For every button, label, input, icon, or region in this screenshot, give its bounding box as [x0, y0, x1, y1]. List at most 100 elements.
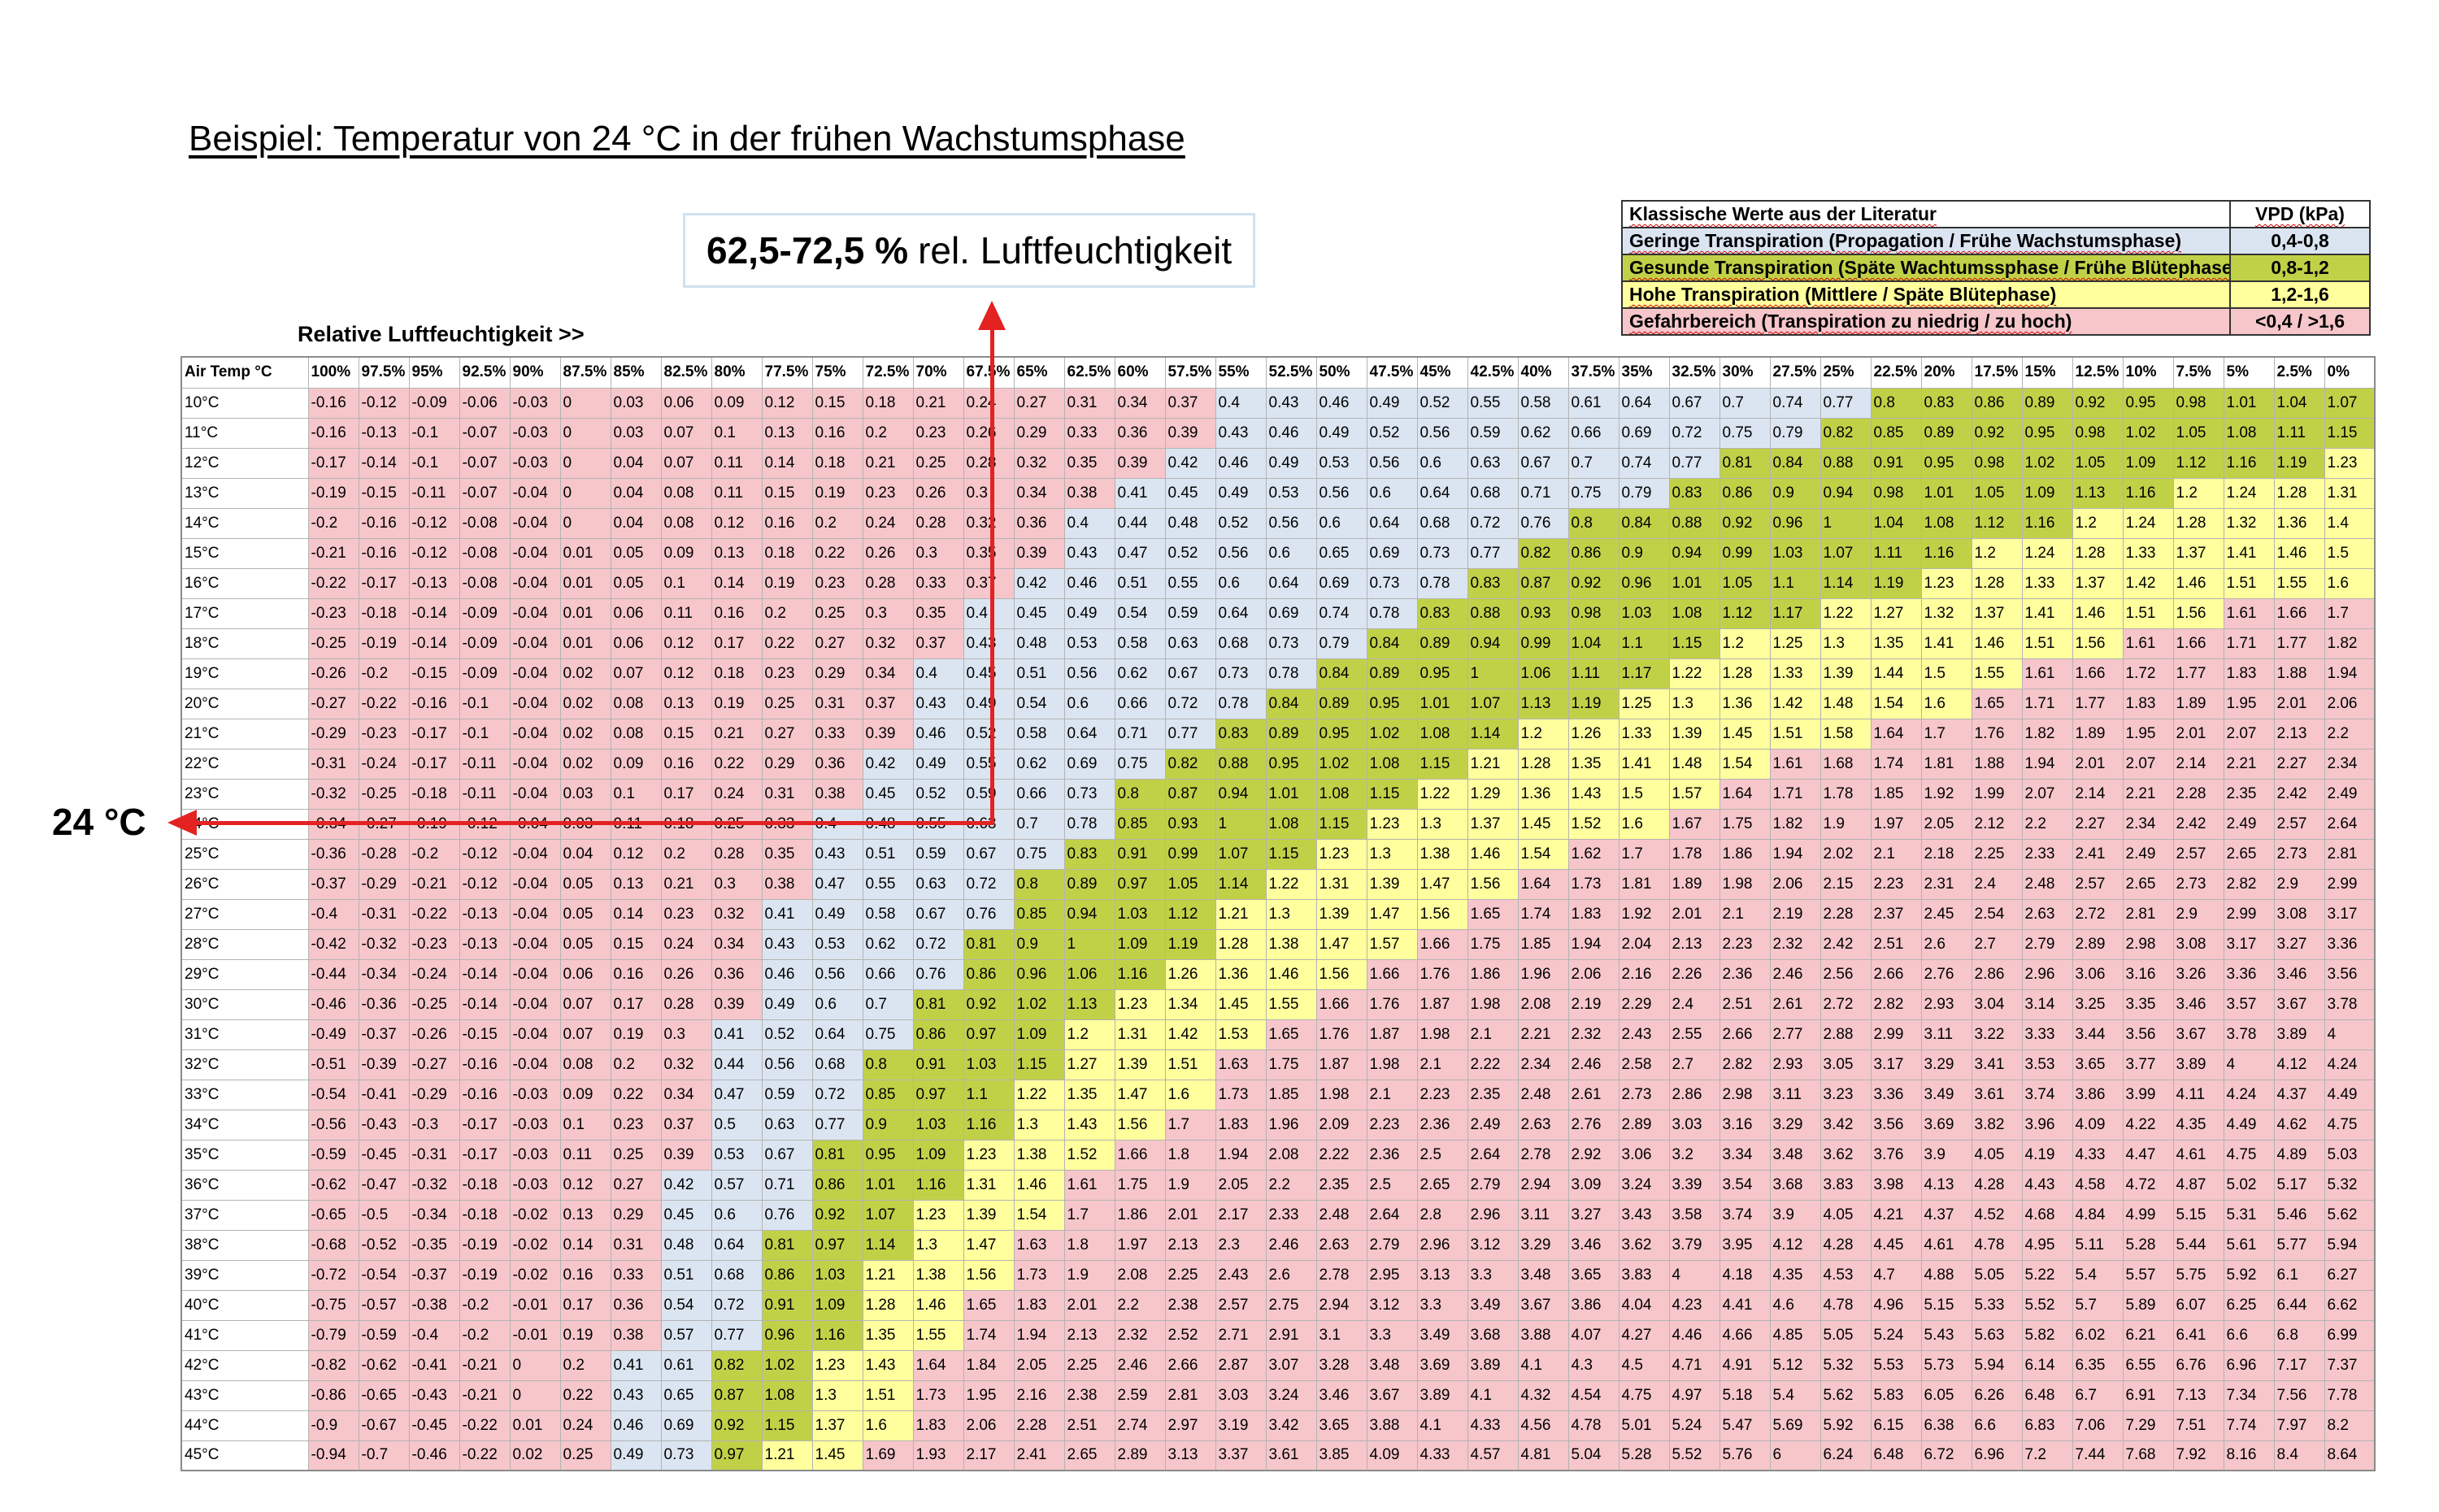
vpd-cell: 4.37: [2273, 1079, 2325, 1110]
vpd-cell: 0.94: [1668, 537, 1720, 569]
vpd-cell: 0.18: [761, 537, 813, 569]
vpd-cell: 4.33: [2072, 1139, 2124, 1171]
vpd-cell: 5.77: [2273, 1229, 2325, 1261]
vpd-cell: 3.08: [2273, 898, 2325, 930]
vpd-cell: 1.22: [1819, 597, 1872, 629]
vpd-cell: 0.26: [660, 958, 712, 990]
vpd-cell: 3.27: [1567, 1199, 1619, 1231]
vpd-cell: 2.96: [1467, 1199, 1519, 1231]
vpd-cell: 0.83: [1668, 477, 1720, 509]
vpd-cell: 1.38: [1013, 1139, 1065, 1171]
vpd-cell: 0.03: [610, 387, 662, 419]
vpd-cell: 0.06: [610, 597, 662, 629]
vpd-cell: 0.33: [912, 567, 964, 599]
vpd-cell: 1.2: [1063, 1019, 1115, 1050]
vpd-cell: 4.23: [1668, 1289, 1720, 1321]
vpd-cell: 0.59: [912, 838, 964, 870]
vpd-cell: 2.96: [1416, 1229, 1468, 1261]
vpd-cell: -0.09: [459, 658, 511, 689]
vpd-cell: -0.17: [358, 567, 410, 599]
vpd-cell: 1.41: [2223, 537, 2275, 569]
vpd-cell: 0.67: [1164, 658, 1216, 689]
vpd-cell: 2.86: [1971, 958, 2023, 990]
vpd-cell: 4.07: [1567, 1319, 1619, 1351]
vpd-cell: 2.34: [2324, 748, 2376, 780]
vpd-cell: 1.26: [1567, 718, 1619, 749]
vpd-cell: 0.31: [761, 778, 813, 810]
vpd-row: 23°C -0.32 -0.25 -0.18 -0.11 -0.04 0.03 0.1 0.17…: [180, 778, 2376, 810]
vpd-cell: 1.03: [912, 1109, 964, 1141]
legend-unit-header: VPD (kPa): [2229, 200, 2371, 228]
vpd-cell: 0.8: [862, 1049, 914, 1080]
temp-row-header: 39°C: [180, 1259, 309, 1291]
vpd-cell: 0.48: [660, 1229, 712, 1261]
vpd-cell: 7.97: [2273, 1410, 2325, 1441]
vpd-cell: 1.04: [2273, 387, 2325, 419]
temp-row-header: 18°C: [180, 628, 309, 659]
vpd-cell: 0.01: [559, 597, 611, 629]
vpd-cell: 4.53: [1819, 1259, 1872, 1291]
vpd-cell: 0.72: [912, 928, 964, 960]
vpd-cell: 0.75: [862, 1019, 914, 1050]
vpd-cell: 0.14: [711, 567, 763, 599]
vpd-cell: -0.37: [307, 868, 359, 900]
vpd-cell: 5.4: [1769, 1379, 1821, 1411]
vpd-row: 33°C -0.54 -0.41 -0.29 -0.16 -0.03 0.09 0.22 0.3…: [180, 1079, 2376, 1110]
vpd-cell: 0.46: [1215, 447, 1267, 479]
vpd-cell: 1.15: [1013, 1049, 1065, 1080]
vpd-cell: 1.24: [2223, 477, 2275, 509]
vpd-cell: -0.03: [509, 1109, 561, 1141]
vpd-cell: 2.26: [1668, 958, 1720, 990]
vpd-cell: 1.6: [1164, 1079, 1216, 1110]
vpd-cell: 3.1: [1315, 1319, 1367, 1351]
vpd-cell: 0.34: [1013, 477, 1065, 509]
vpd-cell: 3.83: [1618, 1259, 1670, 1291]
vpd-cell: 0.58: [1114, 628, 1166, 659]
vpd-cell: 0.12: [559, 1169, 611, 1201]
legend-table: Klassische Werte aus der Literatur VPD (…: [1621, 200, 2371, 336]
vpd-cell: 0.82: [711, 1349, 763, 1381]
vpd-row: 29°C -0.44 -0.34 -0.24 -0.14 -0.04 0.06 0.16 0.2…: [180, 958, 2376, 990]
vpd-cell: 1.86: [1114, 1199, 1166, 1231]
vpd-cell: 2.19: [1567, 988, 1619, 1020]
vpd-cell: 0.19: [559, 1319, 611, 1351]
vpd-cell: 3.33: [2021, 1019, 2073, 1050]
vpd-cell: 5.63: [1971, 1319, 2023, 1351]
vpd-cell: 0.51: [1013, 658, 1065, 689]
vpd-cell: -0.2: [459, 1319, 511, 1351]
rh-column-header: 85%: [610, 356, 662, 389]
vpd-cell: 7.78: [2324, 1379, 2376, 1411]
vpd-cell: 0.96: [1013, 958, 1065, 990]
vpd-cell: 0.46: [761, 958, 813, 990]
vpd-cell: 0.94: [1819, 477, 1872, 509]
vpd-cell: 1.54: [1719, 748, 1771, 780]
vpd-cell: 1.64: [1870, 718, 1922, 749]
vpd-row: 44°C -0.9 -0.67 -0.45 -0.22 0.01 0.24 0.46 0.69 0…: [180, 1410, 2376, 1441]
vpd-cell: -0.08: [459, 507, 511, 539]
vpd-cell: 0.6: [1265, 537, 1317, 569]
vpd-cell: 0.9: [862, 1109, 914, 1141]
vpd-cell: 5.76: [1719, 1440, 1771, 1471]
vpd-cell: -0.24: [408, 958, 460, 990]
vpd-cell: 1.08: [1920, 507, 1972, 539]
vpd-cell: 0.68: [811, 1049, 863, 1080]
rh-column-header: 65%: [1013, 356, 1065, 389]
vpd-cell: 1.76: [1366, 988, 1418, 1020]
vpd-cell: 1.23: [963, 1139, 1015, 1171]
vpd-row: 16°C -0.22 -0.17 -0.13 -0.08 -0.04 0.01 0.05 0.1…: [180, 567, 2376, 599]
vpd-cell: 0.32: [711, 898, 763, 930]
vpd-cell: 0.78: [1366, 597, 1418, 629]
vpd-cell: 2.61: [1769, 988, 1821, 1020]
vpd-cell: 3.48: [1517, 1259, 1569, 1291]
vpd-cell: 1.12: [1971, 507, 2023, 539]
vpd-cell: 1.51: [2122, 597, 2174, 629]
vpd-cell: 0.21: [912, 387, 964, 419]
vpd-cell: 2.1: [1366, 1079, 1418, 1110]
vpd-cell: 3.65: [1315, 1410, 1367, 1441]
vpd-cell: 2.94: [1517, 1169, 1569, 1201]
vpd-cell: 0.07: [660, 447, 712, 479]
vpd-cell: 2.32: [1114, 1319, 1166, 1351]
vpd-cell: 1.54: [1517, 838, 1569, 870]
vpd-cell: -0.03: [509, 1139, 561, 1171]
vpd-cell: 3.27: [2273, 928, 2325, 960]
